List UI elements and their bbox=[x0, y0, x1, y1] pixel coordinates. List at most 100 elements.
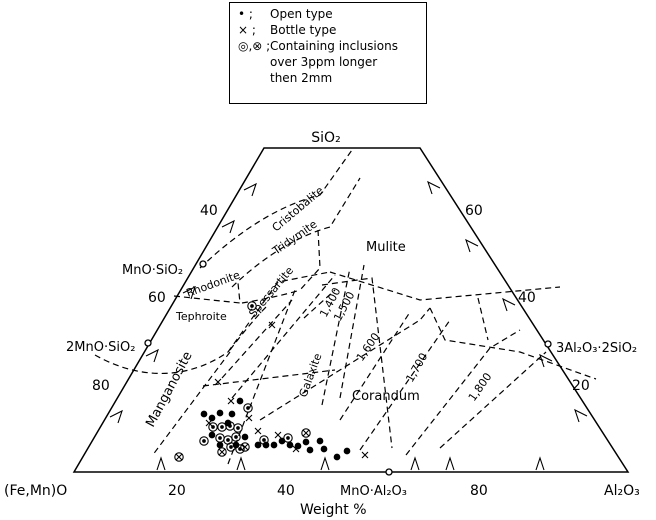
label-mnsio3: MnO·SiO₂ bbox=[122, 263, 183, 278]
open-type-point bbox=[306, 446, 314, 454]
right-tick bbox=[574, 408, 588, 423]
legend-inclusions-label-2: over 3ppm longer bbox=[270, 55, 378, 69]
inclusion-point bbox=[235, 444, 245, 454]
left-tick bbox=[243, 182, 257, 197]
boundary-line bbox=[229, 304, 269, 351]
vertex-femno: (Fe,Mn)O bbox=[4, 483, 67, 499]
label-galaxite: Galaxite bbox=[297, 351, 325, 399]
left-tick bbox=[145, 348, 159, 363]
inclusion-point-center bbox=[286, 436, 290, 440]
open-type-point bbox=[236, 397, 244, 405]
diagram-frame bbox=[72, 147, 630, 473]
bottom-tick bbox=[535, 456, 545, 471]
left-tick bbox=[221, 219, 235, 234]
bottle-type-points bbox=[205, 321, 369, 459]
circled-cross-mark bbox=[218, 448, 226, 456]
legend-inclusions-label-1: Containing inclusions bbox=[270, 39, 398, 53]
legend-open-label: Open type bbox=[270, 7, 333, 21]
legend-bottle-label: Bottle type bbox=[270, 23, 337, 37]
left-tick-label-80: 80 bbox=[92, 378, 110, 394]
open-type-point bbox=[294, 442, 302, 450]
inclusion-point bbox=[233, 423, 243, 433]
label-mullite: Mulite bbox=[366, 240, 406, 255]
open-type-point bbox=[216, 441, 224, 449]
open-type-point bbox=[208, 431, 216, 439]
label-rhodonite: Rhodonite bbox=[185, 268, 242, 300]
label-mullite-compound: 3Al₂O₃·2SiO₂ bbox=[556, 341, 637, 356]
boundary-line bbox=[303, 289, 336, 319]
inclusion-point bbox=[283, 433, 293, 443]
inclusion-point-center bbox=[226, 438, 230, 442]
right-tick-label-60: 60 bbox=[465, 203, 483, 219]
bottle-type-point bbox=[227, 397, 235, 405]
boundary-line bbox=[151, 351, 231, 457]
inclusion-point bbox=[199, 436, 209, 446]
isotherm-1700: 1,700 bbox=[403, 351, 430, 385]
bottom-tick-label-20: 20 bbox=[168, 483, 186, 499]
boundary-line bbox=[202, 369, 336, 387]
legend-inclusions-label-3: then 2mm bbox=[270, 71, 333, 85]
bottom-axis-label: Weight % bbox=[300, 502, 367, 518]
open-type-point bbox=[216, 409, 224, 417]
cross-symbol: × ; bbox=[238, 23, 256, 37]
inclusion-point bbox=[208, 422, 218, 432]
open-type-point bbox=[200, 410, 208, 418]
right-tick bbox=[502, 297, 516, 312]
mullite-point bbox=[544, 340, 552, 348]
data-points bbox=[200, 397, 351, 461]
boundary-line bbox=[221, 299, 293, 379]
triangle-outline bbox=[72, 147, 630, 473]
bottle-type-point bbox=[245, 414, 253, 422]
open-type-point bbox=[333, 453, 341, 461]
isotherm-line bbox=[359, 319, 451, 451]
circled-cross-points bbox=[174, 428, 311, 462]
bottom-tick bbox=[445, 456, 455, 471]
open-type-point bbox=[262, 441, 270, 449]
left-tick bbox=[109, 409, 123, 424]
inclusion-point bbox=[231, 432, 241, 442]
legend-inclusions: ◎,⊗ ;Containing inclusions bbox=[238, 39, 398, 53]
circled-cross-point bbox=[217, 447, 227, 457]
boundary-line bbox=[231, 274, 336, 399]
edge-ticks bbox=[109, 180, 588, 471]
boundary-line bbox=[199, 149, 353, 269]
inclusion-point-center bbox=[246, 406, 250, 410]
legend-box: • ; Open type × ; Bottle type ◎,⊗ ;Contain… bbox=[229, 2, 427, 104]
inclusion-point-center bbox=[220, 425, 224, 429]
legend-bottle-type: × ; Bottle type bbox=[238, 23, 336, 37]
inclusion-point-center bbox=[262, 438, 266, 442]
mnal2o4-point bbox=[385, 468, 393, 476]
inclusion-point-center bbox=[218, 436, 222, 440]
open-type-point bbox=[316, 437, 324, 445]
phase-boundaries bbox=[94, 149, 597, 465]
boundary-line bbox=[227, 271, 331, 353]
circled-cross-mark bbox=[175, 453, 183, 461]
vertex-sio2: SiO₂ bbox=[311, 130, 340, 146]
label-spessartite: Spessartite bbox=[246, 264, 296, 320]
label-mn2sio4: 2MnO·SiO₂ bbox=[66, 340, 135, 355]
boundary-line bbox=[329, 271, 561, 301]
circled-cross-mark bbox=[241, 443, 249, 451]
inclusion-point-center bbox=[250, 304, 254, 308]
isotherm-1800: 1,800 bbox=[466, 370, 495, 403]
inclusion-point-center bbox=[211, 425, 215, 429]
circled-cross-point bbox=[301, 428, 311, 438]
right-tick bbox=[539, 353, 553, 368]
bottle-type-point bbox=[214, 378, 222, 386]
label-manganosite: Manganosite bbox=[143, 349, 195, 430]
legend-open-type: • ; Open type bbox=[238, 7, 333, 21]
open-type-point bbox=[254, 441, 262, 449]
bottom-tick-label-40: 40 bbox=[277, 483, 295, 499]
open-type-point bbox=[228, 410, 236, 418]
inclusion-point-center bbox=[229, 445, 233, 449]
left-tick-label-60: 60 bbox=[148, 290, 166, 306]
label-tephroite: Tephroite bbox=[175, 310, 227, 323]
isotherm-1600: 1,600 bbox=[354, 330, 383, 363]
boundary-line bbox=[321, 277, 393, 449]
circled-cross-mark bbox=[302, 429, 310, 437]
open-type-point bbox=[286, 441, 294, 449]
isotherm-line bbox=[439, 351, 547, 449]
isotherm-line bbox=[321, 267, 351, 406]
isotherm-line bbox=[339, 311, 411, 421]
bottom-tick bbox=[410, 456, 420, 471]
